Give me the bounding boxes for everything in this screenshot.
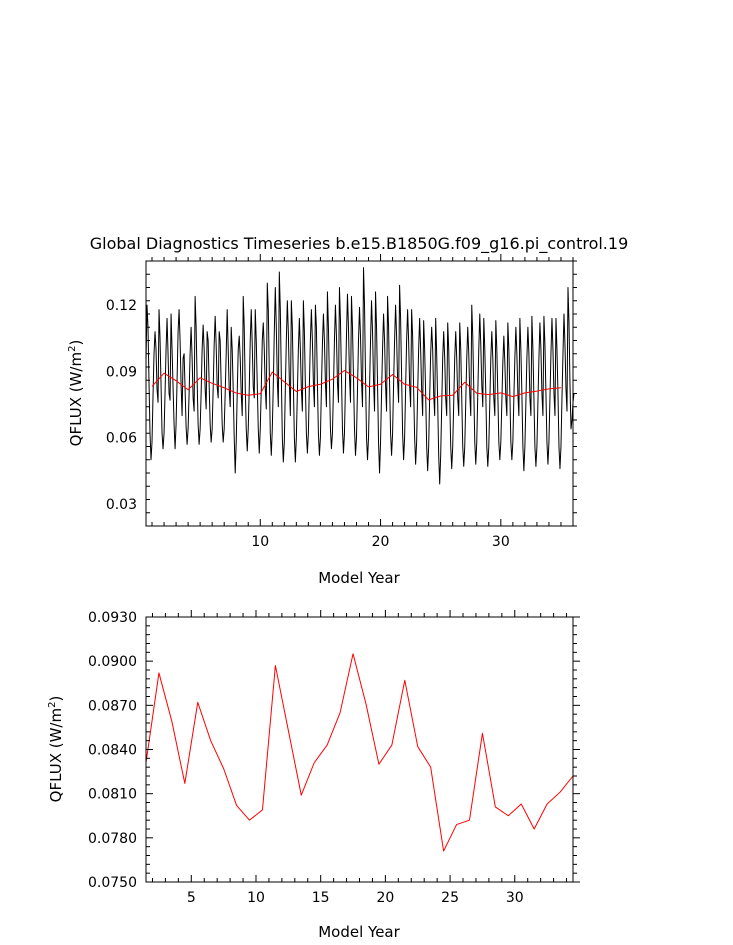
series-line-0	[145, 653, 574, 852]
tick-group: 10 20 30 0.03 0.06 0.09 0.12	[106, 254, 577, 550]
y-tick-label: 0.12	[106, 298, 137, 314]
y-tick-label: 0.0840	[88, 743, 137, 759]
y-axis-label-close: )	[67, 340, 85, 346]
x-axis-label: Model Year	[318, 923, 400, 941]
monthly-timeseries-chart: 10 20 30 0.03 0.06 0.09 0.12 Model Year QFLUX …	[67, 254, 577, 587]
plot-frame	[145, 260, 574, 527]
x-axis-label: Model Year	[318, 569, 400, 587]
y-tick-label: 0.0900	[88, 654, 137, 670]
x-tick-label: 20	[372, 534, 390, 550]
y-tick-label: 0.09	[106, 364, 137, 380]
y-axis-label-main: QFLUX (W/m	[67, 352, 85, 446]
x-tick-label: 15	[312, 890, 330, 906]
x-tick-label: 25	[441, 890, 459, 906]
y-tick-label: 0.0870	[88, 698, 137, 714]
y-axis-label-superscript: 2	[67, 346, 78, 352]
x-tick-label: 10	[251, 534, 269, 550]
tick-group: 5 10 15 20 25 30 0.0750 0.0780 0.0810 0.0840 0.087…	[88, 610, 580, 906]
series-group	[145, 267, 575, 485]
x-tick-label: 30	[492, 534, 510, 550]
y-tick-label: 0.0810	[88, 787, 137, 803]
x-tick-label: 30	[506, 890, 524, 906]
series-line-annual	[151, 370, 562, 401]
y-axis-label: QFLUX (W/m2)	[67, 340, 85, 447]
plot-frame	[145, 616, 574, 883]
x-tick-label: 5	[187, 890, 196, 906]
y-axis-label-main: QFLUX (W/m	[47, 708, 65, 802]
y-axis-label-superscript: 2	[47, 702, 58, 708]
y-axis-label-close: )	[47, 696, 65, 702]
y-tick-label: 0.0930	[88, 610, 137, 626]
y-tick-label: 0.06	[106, 431, 137, 447]
x-tick-label: 20	[376, 890, 394, 906]
x-tick-label: 10	[247, 890, 265, 906]
series-line-monthly	[145, 267, 575, 485]
figure-title: Global Diagnostics Timeseries b.e15.B185…	[90, 234, 629, 254]
y-tick-label: 0.0780	[88, 831, 137, 847]
series-group	[145, 653, 574, 852]
annual-mean-chart: 5 10 15 20 25 30 0.0750 0.0780 0.0810 0.0840 0.087…	[47, 610, 580, 941]
y-tick-label: 0.03	[106, 497, 137, 513]
y-tick-label: 0.0750	[88, 875, 137, 891]
y-axis-label: QFLUX (W/m2)	[47, 696, 65, 803]
